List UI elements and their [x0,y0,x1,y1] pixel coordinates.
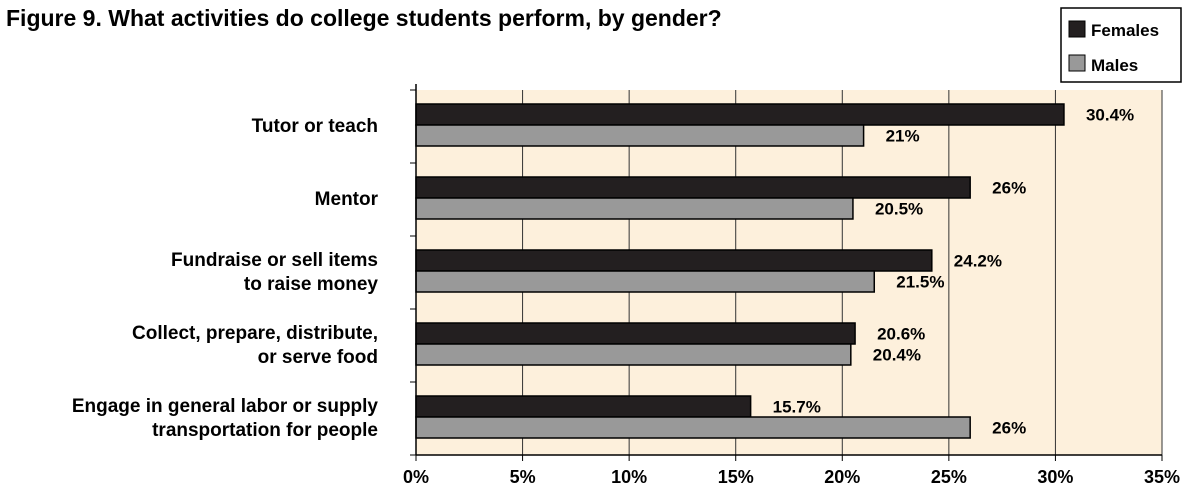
x-tick-label: 0% [403,467,429,487]
data-label: 24.2% [954,252,1002,271]
bar-males [415,416,971,439]
legend-swatch-females [1068,20,1086,38]
data-label: 30.4% [1086,106,1134,125]
data-label: 21% [886,127,920,146]
x-tick-labels: 0% 5% 10% 15% 20% 25% 30% 35% [403,467,1180,487]
category-label: transportation for people [152,420,378,441]
legend-label-females: Females [1091,21,1159,40]
x-tick-label: 20% [824,467,860,487]
category-labels: Tutor or teach Mentor Fundraise or sell it… [72,116,379,441]
x-tick-label: 5% [510,467,536,487]
data-label: 20.5% [875,200,923,219]
bar-females [415,322,856,345]
bar-males [415,197,854,220]
legend: Females Males [1060,7,1182,83]
x-tick-label: 25% [931,467,967,487]
bar-females [415,395,752,418]
legend-label-males: Males [1091,56,1138,75]
bar-males [415,124,865,147]
bar-males [415,343,852,366]
x-tick-label: 30% [1037,467,1073,487]
x-tick-label: 35% [1144,467,1180,487]
axes [410,84,1163,461]
legend-swatch-males [1068,54,1086,72]
category-label: to raise money [244,274,379,295]
data-label: 21.5% [896,273,944,292]
data-label: 20.6% [877,325,925,344]
category-label: or serve food [258,347,378,368]
data-labels: 30.4% 21% 26% 20.5% 24.2% 21.5% 20.6% 20.4% 15.7… [773,106,1135,438]
bar-females [415,176,971,199]
category-label: Fundraise or sell items [171,250,378,271]
data-label: 26% [992,179,1026,198]
bar-males [415,270,876,293]
x-tick-label: 10% [611,467,647,487]
data-label: 15.7% [773,398,821,417]
bars [415,103,1065,439]
category-label: Engage in general labor or supply [72,396,379,417]
chart-title: Figure 9. What activities do college stu… [6,5,722,31]
data-label: 20.4% [873,346,921,365]
data-label: 26% [992,419,1026,438]
category-label: Mentor [315,189,379,210]
bar-females [415,103,1065,126]
category-label: Tutor or teach [252,116,378,137]
category-label: Collect, prepare, distribute, [132,323,378,344]
x-tick-label: 15% [718,467,754,487]
bar-females [415,249,933,272]
